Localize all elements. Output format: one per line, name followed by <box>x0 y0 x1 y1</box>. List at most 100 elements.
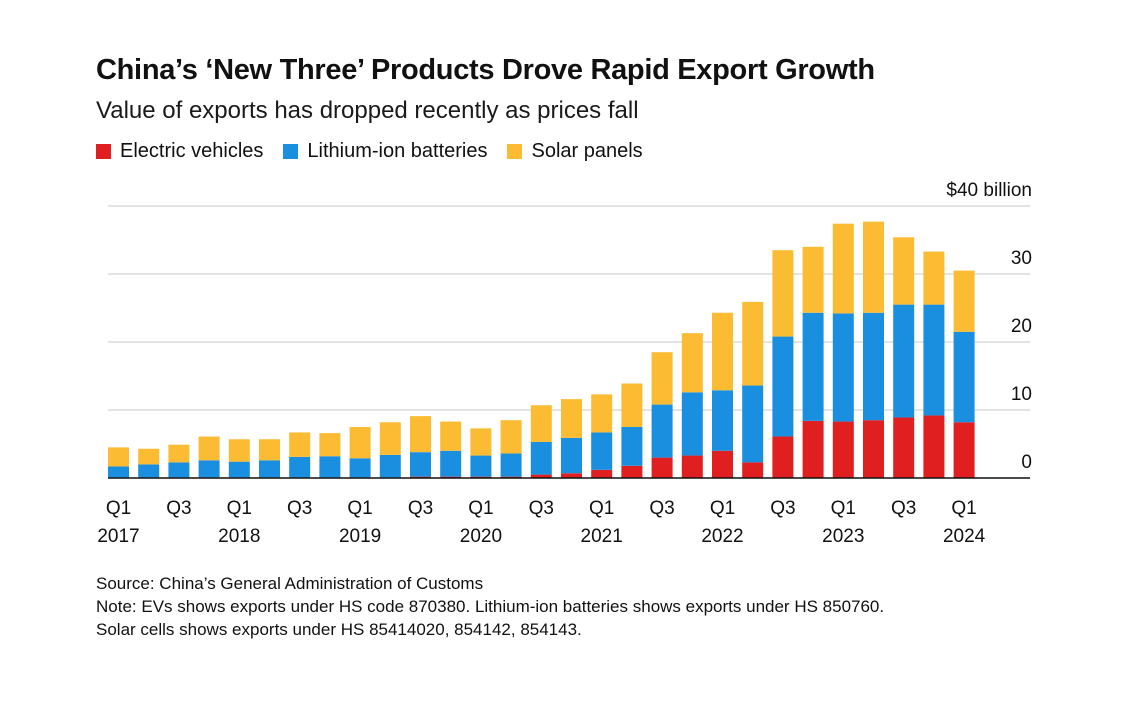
bar-electric-vehicles-q1-2021 <box>591 469 613 478</box>
bar-solar-panels-q4-2023 <box>923 251 945 305</box>
bar-lithium-ion-batteries-q2-2018 <box>259 460 280 478</box>
x-tick-label-q1-2021: Q1 <box>589 498 614 519</box>
bar-electric-vehicles-q4-2022 <box>802 420 824 478</box>
stacked-bar-chart: 0 10 20 30 $40 billion Q1 2017 Q3 Q1 2018 Q3 Q1 2019… <box>97 180 1032 547</box>
bar-lithium-ion-batteries-q3-2023 <box>893 304 915 418</box>
bar-electric-vehicles-q1-2023 <box>832 421 854 478</box>
bar-solar-panels-q3-2022 <box>772 250 794 337</box>
bar-solar-panels-q3-2023 <box>893 237 915 305</box>
x-tick-label-q3-2017: Q3 <box>166 498 191 519</box>
y-tick-label-40: $40 billion <box>946 180 1032 201</box>
chart-legend: Electric vehicles Lithium-ion batteries … <box>96 140 663 163</box>
bar-electric-vehicles-q3-2023 <box>893 417 915 478</box>
bar-lithium-ion-batteries-q1-2018 <box>228 461 250 478</box>
bar-lithium-ion-batteries-q4-2017 <box>198 460 220 478</box>
legend-item-electric-vehicles: Electric vehicles <box>96 140 263 163</box>
y-tick-label-10: 10 <box>1011 384 1032 405</box>
bar-solar-panels-q4-2018 <box>319 433 341 457</box>
x-tick-year-2020: 2020 <box>460 526 502 547</box>
x-tick-year-2021: 2021 <box>581 526 623 547</box>
bar-solar-panels-q2-2018 <box>259 439 280 461</box>
x-tick-label-q3-2023: Q3 <box>891 498 916 519</box>
methodology-note-line-1: Note: EVs shows exports under HS code 87… <box>96 597 885 616</box>
legend-swatch-solar-panels <box>507 144 523 159</box>
bar-electric-vehicles-q2-2023 <box>863 420 884 478</box>
bar-solar-panels-q1-2023 <box>832 223 854 314</box>
bar-lithium-ion-batteries-q2-2023 <box>863 312 884 421</box>
bar-electric-vehicles-q4-2020 <box>561 473 582 478</box>
bar-lithium-ion-batteries-q3-2018 <box>289 456 311 478</box>
x-tick-label-q3-2022: Q3 <box>770 498 795 519</box>
bar-solar-panels-q1-2021 <box>591 394 613 433</box>
bar-solar-panels-q1-2022 <box>712 312 733 391</box>
bar-solar-panels-q1-2020 <box>470 428 492 456</box>
bar-solar-panels-q3-2017 <box>168 444 190 463</box>
legend-item-solar-panels: Solar panels <box>507 140 643 163</box>
x-tick-year-2019: 2019 <box>339 526 381 547</box>
x-tick-label-q1-2024: Q1 <box>951 498 976 519</box>
bar-solar-panels-q4-2020 <box>561 399 582 438</box>
bar-lithium-ion-batteries-q3-2022 <box>772 336 794 437</box>
x-tick-year-2022: 2022 <box>701 526 743 547</box>
bar-solar-panels-q1-2017 <box>108 447 129 467</box>
bar-lithium-ion-batteries-q3-2019 <box>410 452 431 477</box>
bar-solar-panels-q2-2017 <box>138 448 160 465</box>
bar-lithium-ion-batteries-q3-2021 <box>651 404 673 458</box>
x-tick-year-2023: 2023 <box>822 526 864 547</box>
legend-item-lithium-ion-batteries: Lithium-ion batteries <box>283 140 487 163</box>
bar-solar-panels-q2-2023 <box>863 221 884 313</box>
bar-lithium-ion-batteries-q4-2022 <box>802 312 824 421</box>
bar-solar-panels-q2-2022 <box>742 301 764 386</box>
chart-subtitle: Value of exports has dropped recently as… <box>96 97 639 124</box>
bar-lithium-ion-batteries-q1-2024 <box>953 331 975 423</box>
bar-lithium-ion-batteries-q1-2019 <box>349 458 371 478</box>
bar-lithium-ion-batteries-q2-2020 <box>500 453 522 477</box>
legend-swatch-electric-vehicles <box>96 144 111 159</box>
bar-electric-vehicles-q3-2022 <box>772 436 794 478</box>
bar-lithium-ion-batteries-q1-2022 <box>712 390 733 451</box>
bar-electric-vehicles-q1-2022 <box>712 450 733 478</box>
legend-label-lithium-ion-batteries: Lithium-ion batteries <box>307 140 488 162</box>
bar-lithium-ion-batteries-q1-2020 <box>470 455 492 477</box>
x-tick-year-2024: 2024 <box>943 526 986 547</box>
bar-solar-panels-q4-2021 <box>681 333 703 393</box>
legend-swatch-lithium-ion-batteries <box>283 144 299 159</box>
bar-lithium-ion-batteries-q1-2021 <box>591 432 613 470</box>
bar-lithium-ion-batteries-q1-2017 <box>108 466 129 478</box>
bar-lithium-ion-batteries-q3-2020 <box>530 441 552 475</box>
bar-solar-panels-q4-2017 <box>198 436 220 461</box>
bar-solar-panels-q3-2021 <box>651 352 673 405</box>
bar-lithium-ion-batteries-q3-2017 <box>168 462 190 478</box>
chart-title: China’s ‘New Three’ Products Drove Rapid… <box>96 54 875 86</box>
methodology-note-line-2: Solar cells shows exports under HS 85414… <box>96 620 582 639</box>
source-note: Source: China’s General Administration o… <box>96 574 484 593</box>
x-tick-year-2018: 2018 <box>218 526 260 547</box>
x-tick-label-q1-2022: Q1 <box>710 498 735 519</box>
y-tick-label-30: 30 <box>1011 248 1032 269</box>
chart-footer: Source: China’s General Administration o… <box>96 572 884 641</box>
bar-lithium-ion-batteries-q2-2022 <box>742 385 764 463</box>
bar-electric-vehicles-q4-2021 <box>681 455 703 478</box>
bar-solar-panels-q2-2021 <box>621 383 643 427</box>
bar-lithium-ion-batteries-q2-2017 <box>138 464 160 478</box>
bar-lithium-ion-batteries-q4-2019 <box>440 450 462 477</box>
bar-solar-panels-q3-2018 <box>289 432 311 457</box>
x-tick-year-2017: 2017 <box>97 526 139 547</box>
bar-electric-vehicles-q2-2021 <box>621 465 643 478</box>
x-tick-label-q1-2020: Q1 <box>468 498 493 519</box>
bar-lithium-ion-batteries-q2-2021 <box>621 427 643 466</box>
bar-solar-panels-q2-2020 <box>500 420 522 454</box>
x-tick-label-q3-2020: Q3 <box>529 498 554 519</box>
x-tick-label-q3-2021: Q3 <box>649 498 674 519</box>
bar-electric-vehicles-q3-2020 <box>530 474 552 478</box>
legend-label-electric-vehicles: Electric vehicles <box>120 140 264 162</box>
y-tick-label-20: 20 <box>1011 316 1032 337</box>
bar-lithium-ion-batteries-q1-2023 <box>832 313 854 422</box>
bar-lithium-ion-batteries-q4-2018 <box>319 456 341 478</box>
bar-lithium-ion-batteries-q4-2021 <box>681 392 703 456</box>
bar-lithium-ion-batteries-q4-2023 <box>923 304 945 416</box>
x-tick-label-q1-2017: Q1 <box>106 498 131 519</box>
bar-solar-panels-q2-2019 <box>379 422 401 455</box>
bar-electric-vehicles-q3-2021 <box>651 457 673 478</box>
bar-solar-panels-q1-2018 <box>228 439 250 462</box>
